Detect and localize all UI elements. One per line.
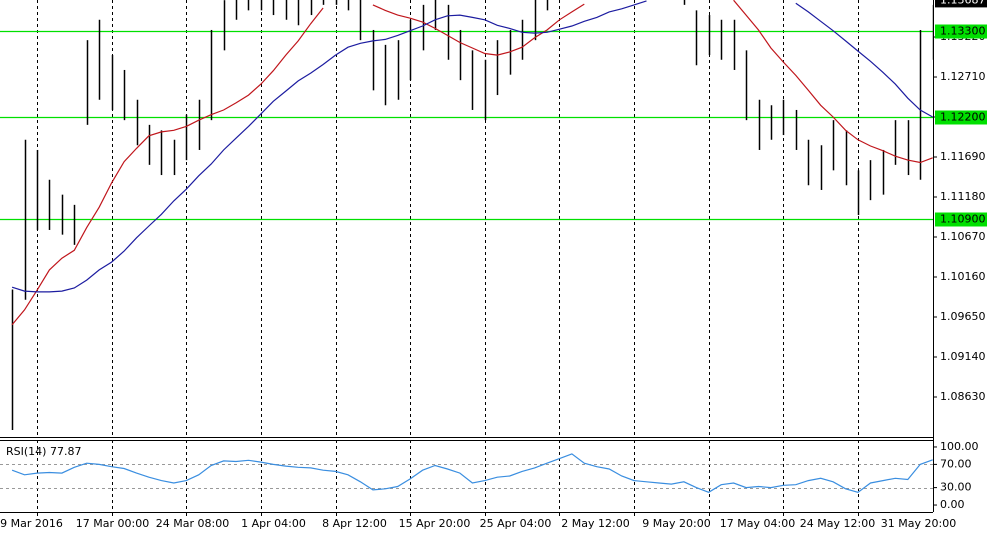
y-tick-label: 30.00 bbox=[940, 481, 972, 494]
x-tick-label: 17 Mar 00:00 bbox=[76, 517, 149, 530]
moving-average bbox=[11, 0, 933, 293]
level-box bbox=[935, 212, 987, 227]
x-tick-label: 24 May 12:00 bbox=[800, 517, 875, 530]
moving-average bbox=[11, 0, 933, 326]
x-tick-label: 25 Apr 04:00 bbox=[480, 517, 552, 530]
y-tick-label: 1.08630 bbox=[940, 390, 986, 403]
last-price-label: 1.13687 bbox=[940, 0, 986, 6]
x-tick-label: 24 Mar 08:00 bbox=[156, 517, 229, 530]
x-tick-label: 1 Apr 04:00 bbox=[241, 517, 306, 530]
y-tick-label: 0.00 bbox=[940, 498, 965, 511]
y-tick-label: 1.11180 bbox=[940, 190, 986, 203]
level-box bbox=[935, 24, 987, 39]
axes: 9 Mar 2016 17 Mar 00:00 24 Mar 08:00 1 Apr … bbox=[0, 0, 987, 530]
level-box bbox=[935, 110, 987, 125]
level-label: 1.12200 bbox=[940, 111, 986, 124]
y-tick-label: 100.00 bbox=[940, 440, 979, 453]
y-tick-label: 1.09140 bbox=[940, 350, 986, 363]
y-tick-label: 1.09650 bbox=[940, 310, 986, 323]
rsi-line bbox=[11, 453, 933, 493]
x-tick-label: 9 Mar 2016 bbox=[0, 517, 63, 530]
last-price-box bbox=[935, 0, 987, 8]
y-tick-label: 1.11690 bbox=[940, 150, 986, 163]
rsi-panel bbox=[0, 453, 933, 493]
y-tick-label: 1.10670 bbox=[940, 230, 986, 243]
y-tick-label: 70.00 bbox=[940, 457, 972, 470]
y-tick-label: 1.10160 bbox=[940, 270, 986, 283]
x-tick-label: 8 Apr 12:00 bbox=[322, 517, 387, 530]
x-tick-label: 2 May 12:00 bbox=[561, 517, 629, 530]
rsi-title: RSI(14) 77.87 bbox=[6, 445, 81, 458]
price-panel bbox=[0, 0, 933, 430]
x-tick-label: 31 May 20:00 bbox=[881, 517, 956, 530]
level-label: 1.10900 bbox=[940, 213, 986, 226]
y-tick-label: 1.12710 bbox=[940, 70, 986, 83]
x-tick-label: 15 Apr 20:00 bbox=[399, 517, 471, 530]
level-label: 1.13300 bbox=[940, 25, 986, 38]
x-tick-label: 9 May 20:00 bbox=[642, 517, 710, 530]
x-tick-label: 17 May 04:00 bbox=[720, 517, 795, 530]
